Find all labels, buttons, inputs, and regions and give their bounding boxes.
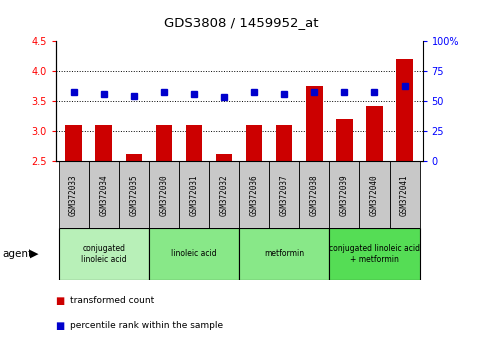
Text: GSM372038: GSM372038 xyxy=(310,174,319,216)
Bar xyxy=(366,106,383,161)
Bar xyxy=(239,228,329,280)
Text: GSM372035: GSM372035 xyxy=(129,174,138,216)
Bar xyxy=(216,154,232,161)
Bar xyxy=(269,161,299,228)
Text: metformin: metformin xyxy=(264,250,304,258)
Bar xyxy=(329,228,420,280)
Text: GSM372031: GSM372031 xyxy=(189,174,199,216)
Bar xyxy=(65,125,82,161)
Text: ■: ■ xyxy=(56,321,65,331)
Bar xyxy=(185,125,202,161)
Text: GSM372040: GSM372040 xyxy=(370,174,379,216)
Bar xyxy=(299,161,329,228)
Bar xyxy=(389,161,420,228)
Text: GSM372032: GSM372032 xyxy=(220,174,228,216)
Text: ▶: ▶ xyxy=(30,249,39,259)
Bar xyxy=(119,161,149,228)
Bar xyxy=(336,119,353,161)
Bar xyxy=(239,161,269,228)
Bar xyxy=(58,228,149,280)
Bar xyxy=(359,161,389,228)
Bar xyxy=(156,125,172,161)
Text: GSM372041: GSM372041 xyxy=(400,174,409,216)
Text: conjugated linoleic acid
+ metformin: conjugated linoleic acid + metformin xyxy=(329,244,420,264)
Text: linoleic acid: linoleic acid xyxy=(171,250,217,258)
Text: agent: agent xyxy=(2,249,32,259)
Bar xyxy=(96,125,112,161)
Bar xyxy=(179,161,209,228)
Text: GSM372033: GSM372033 xyxy=(69,174,78,216)
Bar xyxy=(209,161,239,228)
Text: percentile rank within the sample: percentile rank within the sample xyxy=(70,321,223,330)
Bar xyxy=(276,125,293,161)
Bar xyxy=(149,161,179,228)
Text: transformed count: transformed count xyxy=(70,296,154,306)
Text: GSM372030: GSM372030 xyxy=(159,174,169,216)
Bar xyxy=(89,161,119,228)
Bar xyxy=(246,125,262,161)
Text: GSM372037: GSM372037 xyxy=(280,174,289,216)
Bar xyxy=(329,161,359,228)
Text: GDS3808 / 1459952_at: GDS3808 / 1459952_at xyxy=(164,16,319,29)
Bar xyxy=(306,86,323,161)
Text: GSM372036: GSM372036 xyxy=(250,174,258,216)
Text: ■: ■ xyxy=(56,296,65,306)
Text: GSM372039: GSM372039 xyxy=(340,174,349,216)
Text: conjugated
linoleic acid: conjugated linoleic acid xyxy=(81,244,127,264)
Bar xyxy=(396,59,413,161)
Text: GSM372034: GSM372034 xyxy=(99,174,108,216)
Bar xyxy=(58,161,89,228)
Bar xyxy=(149,228,239,280)
Bar xyxy=(126,154,142,161)
